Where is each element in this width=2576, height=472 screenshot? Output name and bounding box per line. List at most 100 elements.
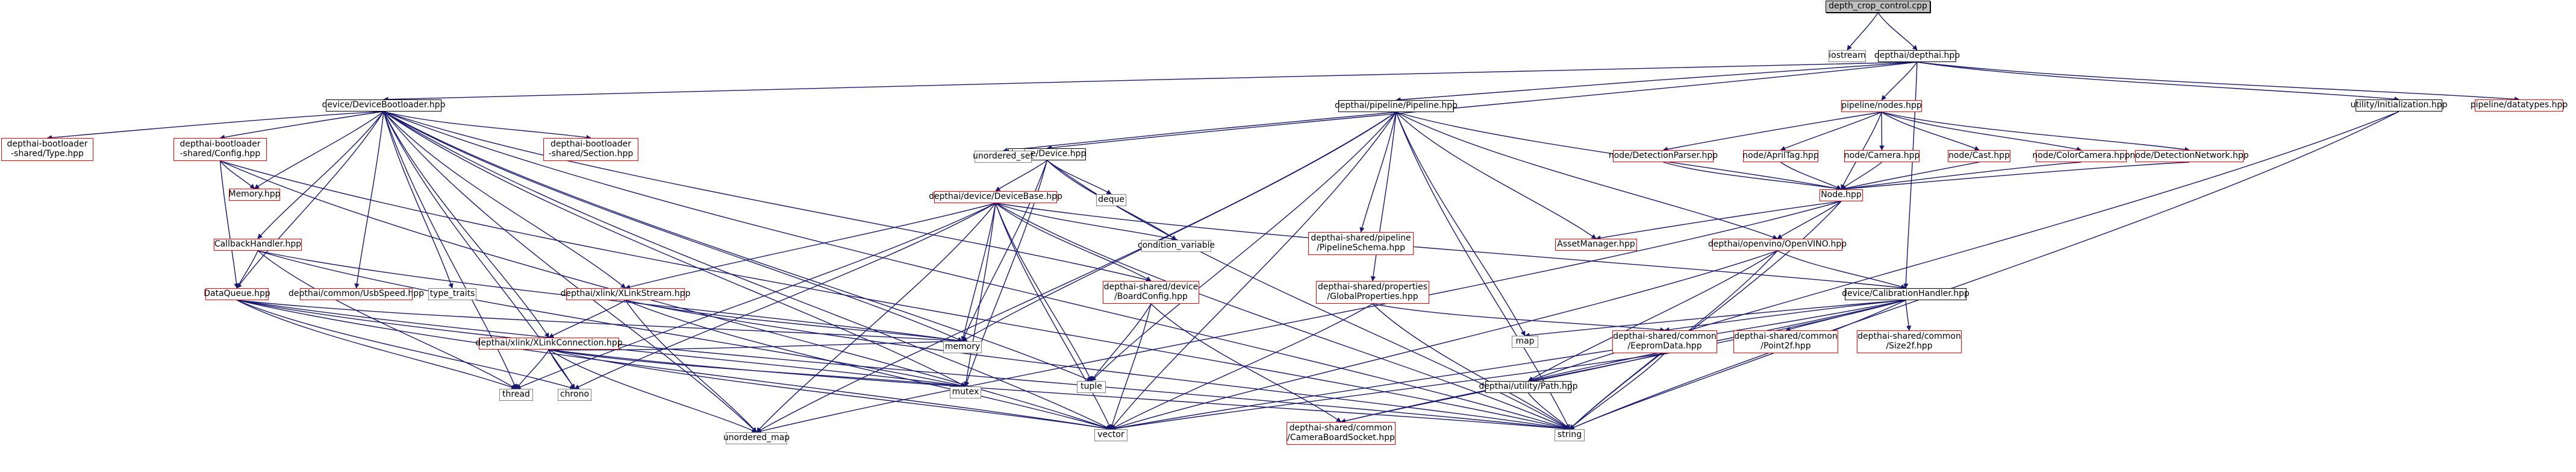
- graph-node[interactable]: map: [1512, 336, 1538, 348]
- graph-node[interactable]: node/DetectionNetwork.hpp: [2130, 150, 2249, 162]
- graph-node[interactable]: depth_crop_control.cpp: [1826, 1, 1930, 13]
- graph-node[interactable]: node/Camera.hpp: [1844, 150, 1920, 162]
- graph-edge: [254, 111, 384, 189]
- graph-node[interactable]: node/AprilTag.hpp: [1742, 150, 1819, 162]
- graph-edge: [756, 201, 1842, 434]
- graph-node[interactable]: memory: [943, 341, 982, 353]
- graph-node[interactable]: depthai-shared/properties /GlobalPropert…: [1316, 281, 1429, 304]
- graph-edge: [625, 300, 1112, 430]
- graph-edge: [1663, 162, 1842, 191]
- graph-edge: [1110, 303, 1373, 430]
- graph-node[interactable]: depthai/pipeline/Pipeline.hpp: [1335, 100, 1458, 112]
- graph-edge: [1881, 112, 1980, 151]
- graph-edge: [549, 349, 1112, 431]
- graph-node[interactable]: device/DeviceBootloader.hpp: [322, 99, 445, 112]
- graph-node[interactable]: node/ColorCamera.hpp: [2032, 150, 2130, 162]
- graph-edge: [1777, 250, 1906, 289]
- graph-edge: [383, 111, 550, 338]
- graph-node[interactable]: utility/Initialization.hpp: [2351, 99, 2448, 112]
- graph-edge: [1777, 201, 1842, 239]
- graph-edge: [1905, 300, 1912, 331]
- graph-edge: [962, 160, 1048, 342]
- graph-node[interactable]: depthai-shared/common /CameraBoardSocket…: [1286, 422, 1396, 445]
- graph-edge: [237, 300, 963, 344]
- graph-edge: [1340, 300, 1906, 424]
- graph-edge: [1396, 112, 1597, 239]
- graph-node[interactable]: depthai-bootloader -shared/Type.hpp: [1, 138, 93, 161]
- graph-edge: [1877, 12, 1918, 51]
- graph-edge: [995, 203, 1112, 430]
- graph-edge: [383, 111, 966, 387]
- graph-node[interactable]: depthai-shared/common /Size2f.hpp: [1857, 330, 1962, 353]
- graph-edge: [625, 300, 757, 433]
- graph-node[interactable]: tuple: [1077, 381, 1106, 393]
- graph-node[interactable]: vector: [1094, 429, 1127, 441]
- graph-node[interactable]: depthai/xlink/XLinkConnection.hpp: [475, 338, 623, 350]
- graph-node[interactable]: depthai/xlink/XLinkStream.hpp: [561, 288, 690, 300]
- graph-node[interactable]: depthai-bootloader -shared/Section.hpp: [543, 138, 638, 161]
- graph-node[interactable]: pipeline/datatypes.hpp: [2471, 99, 2568, 112]
- graph-edge: [1372, 303, 1665, 333]
- graph-node[interactable]: node/DetectionParser.hpp: [1609, 150, 1718, 162]
- graph-edge: [1372, 303, 1570, 430]
- graph-node[interactable]: Node.hpp: [1820, 189, 1863, 201]
- graph-edge: [1396, 112, 1778, 240]
- graph-edge: [1569, 201, 1842, 430]
- graph-edge: [1110, 112, 1397, 430]
- graph-node[interactable]: depthai/openvino/OpenVINO.hpp: [1708, 239, 1847, 251]
- graph-node[interactable]: thread: [499, 389, 533, 401]
- graph-node[interactable]: depthai/utility/Path.hpp: [1479, 381, 1578, 393]
- graph-edge: [257, 250, 966, 388]
- graph-edge: [1916, 61, 2400, 102]
- graph-node[interactable]: node/Cast.hpp: [1948, 150, 2010, 162]
- graph-edge: [237, 300, 1570, 432]
- graph-node[interactable]: pipeline/nodes.hpp: [1841, 100, 1922, 112]
- graph-edge: [963, 203, 996, 387]
- graph-node[interactable]: depthai-shared/pipeline /PipelineSchema.…: [1308, 232, 1414, 255]
- graph-edge: [1841, 162, 2190, 192]
- graph-node[interactable]: CallbackHandler.hpp: [214, 239, 302, 251]
- graph-edge: [1780, 162, 1842, 190]
- graph-node[interactable]: unordered_map: [723, 432, 790, 444]
- graph-node[interactable]: depthai-shared/device /BoardConfig.hpp: [1103, 281, 1199, 304]
- graph-edge: [1569, 300, 1906, 430]
- graph-node[interactable]: AssetManager.hpp: [1555, 239, 1637, 251]
- graph-node[interactable]: depthai-bootloader -shared/Config.hpp: [173, 138, 267, 161]
- graph-edge: [549, 349, 966, 389]
- graph-edge: [548, 300, 626, 338]
- graph-edge: [1002, 112, 1397, 153]
- graph-node[interactable]: depthai-shared/common /Point2f.hpp: [1733, 330, 1838, 353]
- graph-edge: [1785, 300, 1906, 332]
- graph-edge: [549, 349, 1570, 432]
- graph-edge: [257, 250, 517, 389]
- graph-edge: [961, 203, 996, 342]
- graph-node[interactable]: deque: [1096, 194, 1126, 206]
- graph-edge: [1881, 112, 2190, 153]
- graph-edge: [1881, 112, 2082, 152]
- graph-edge: [1841, 162, 1882, 190]
- graph-edge: [1662, 112, 1882, 152]
- graph-node[interactable]: Memory.hpp: [228, 189, 281, 201]
- graph-node[interactable]: depthai/common/UsbSpeed.hpp: [288, 288, 424, 300]
- graph-edge: [1595, 201, 1842, 241]
- graph-node[interactable]: depthai-shared/common /EepromData.hpp: [1612, 330, 1717, 353]
- graph-edge: [1110, 300, 1906, 431]
- graph-node[interactable]: mutex: [950, 386, 981, 398]
- graph-node[interactable]: type_traits: [428, 288, 476, 300]
- graph-edge: [1109, 303, 1152, 430]
- graph-node[interactable]: condition_variable: [1138, 240, 1215, 252]
- graph-node[interactable]: device/CalibrationHandler.hpp: [1842, 288, 1969, 300]
- graph-node[interactable]: depthai/device/DeviceBase.hpp: [929, 191, 1062, 203]
- graph-edge: [354, 111, 384, 289]
- graph-node[interactable]: iostream: [1829, 50, 1866, 62]
- graph-edge: [383, 111, 454, 289]
- graph-edge: [1527, 392, 1570, 430]
- graph-node[interactable]: chrono: [558, 389, 591, 401]
- graph-node[interactable]: depthai/depthai.hpp: [1874, 50, 1960, 62]
- graph-edge: [1916, 61, 2520, 102]
- graph-node[interactable]: unordered_set: [973, 151, 1034, 163]
- graph-node[interactable]: string: [1555, 429, 1585, 441]
- graph-node[interactable]: DataQueue.hpp: [204, 288, 270, 300]
